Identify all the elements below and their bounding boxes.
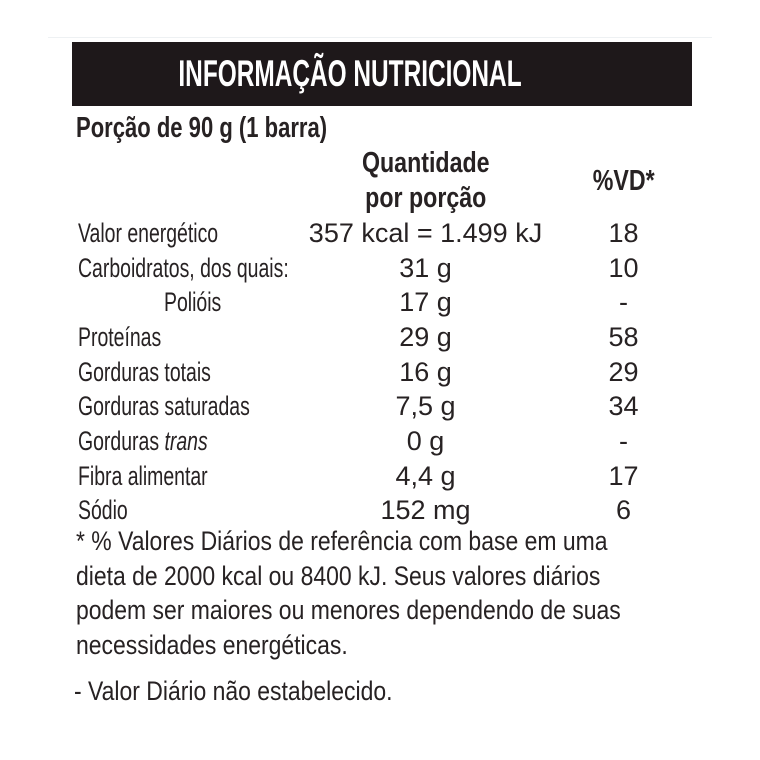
nutrient-name: Carboidratos, dos quais:: [78, 253, 289, 284]
nutrient-name-cell: Gorduras totais: [78, 355, 318, 390]
nutrient-name: Sódio: [78, 495, 128, 526]
serving-size-text: Porção de 90 g (1 barra): [76, 111, 328, 144]
nutrient-daily-value: -: [619, 425, 628, 456]
nutrient-quantity-cell: 7,5 g: [318, 389, 533, 424]
nutrient-name: Polióis: [164, 287, 221, 318]
nutrient-name: Gorduras totais: [78, 357, 211, 388]
nutrient-daily-value: -: [619, 287, 628, 318]
nutrition-table-rows: Valor energético 357 kcal = 1.499 kJ 18 Car…: [78, 216, 692, 528]
nutrient-name-main: Gorduras saturadas: [78, 391, 250, 422]
nutrient-daily-value-cell: 29: [533, 355, 692, 390]
nutrient-daily-value-cell: -: [533, 424, 692, 459]
nutrient-name: Fibra alimentar: [78, 461, 208, 492]
nutrient-name-cell: Carboidratos, dos quais:: [78, 251, 318, 286]
nutrient-name-cell: Valor energético: [78, 216, 318, 251]
nutrition-row: Gorduras saturadas 7,5 g 34: [78, 389, 692, 424]
nutrient-name-cell: Fibra alimentar: [78, 459, 318, 494]
nutrient-name-cell: Gorduras saturadas: [78, 389, 318, 424]
not-established-footnote: - Valor Diário não estabelecido.: [74, 676, 449, 707]
nutrient-quantity: 29 g: [399, 321, 452, 352]
nutrition-row: Gorduras trans 0 g -: [78, 424, 692, 459]
nutrition-row: Polióis 17 g -: [78, 285, 692, 320]
nutrition-header-bar: INFORMAÇÃO NUTRICIONAL: [72, 42, 692, 106]
nutrient-name-main: Sódio: [78, 495, 128, 526]
nutrient-quantity: 16 g: [399, 356, 452, 387]
daily-value-column-header: %VD*: [533, 146, 692, 216]
nutrient-name-cell: Polióis: [78, 285, 318, 320]
not-established-footnote-text: - Valor Diário não estabelecido.: [74, 676, 393, 706]
nutrient-quantity-cell: 4,4 g: [318, 459, 533, 494]
quantity-column-header-text: Quantidade por porção: [361, 147, 490, 214]
nutrient-quantity-cell: 17 g: [318, 285, 533, 320]
nutrient-name-main: Valor energético: [78, 217, 219, 248]
nutrition-row: Proteínas 29 g 58: [78, 320, 692, 355]
nutrient-quantity: 31 g: [399, 252, 452, 283]
nutrition-row: Fibra alimentar 4,4 g 17: [78, 459, 692, 494]
nutrient-daily-value: 34: [608, 391, 639, 422]
nutrient-quantity-cell: 29 g: [318, 320, 533, 355]
nutrient-name-italic: trans: [164, 425, 208, 456]
nutrient-daily-value-cell: -: [533, 285, 692, 320]
nutrient-name-cell: Proteínas: [78, 320, 318, 355]
nutrition-table: Quantidade por porção %VD* Valor energét…: [78, 146, 692, 528]
nutrient-name-main: Gorduras totais: [78, 356, 211, 387]
nutrient-quantity-cell: 31 g: [318, 251, 533, 286]
nutrient-daily-value: 17: [608, 460, 639, 491]
nutrient-name-main: Carboidratos, dos quais:: [78, 252, 289, 283]
nutrition-table-header: Quantidade por porção %VD*: [78, 146, 692, 216]
nutrient-quantity: 0 g: [406, 425, 445, 456]
nutrient-daily-value-cell: 6: [533, 494, 692, 529]
nutrition-row: Carboidratos, dos quais: 31 g 10: [78, 251, 692, 286]
nutrient-daily-value: 10: [608, 252, 639, 283]
nutrient-quantity-cell: 152 mg: [318, 494, 533, 529]
nutrient-daily-value: 6: [615, 495, 632, 526]
header-spacer-cell: [78, 146, 318, 216]
serving-size: Porção de 90 g (1 barra): [76, 112, 406, 144]
nutrient-name-main: Proteínas: [78, 321, 162, 352]
nutrient-quantity-cell: 16 g: [318, 355, 533, 390]
nutrient-name-main: Polióis: [164, 287, 222, 318]
nutrient-name-main: Gorduras: [78, 425, 165, 456]
nutrient-quantity: 357 kcal = 1.499 kJ: [308, 217, 543, 248]
nutrition-row: Sódio 152 mg 6: [78, 494, 692, 529]
daily-values-footnote: * % Valores Diários de referência com ba…: [76, 524, 717, 662]
nutrient-daily-value: 29: [608, 356, 639, 387]
nutrient-name-cell: Sódio: [78, 494, 318, 529]
nutrient-daily-value-cell: 34: [533, 389, 692, 424]
nutrient-daily-value: 18: [608, 217, 639, 248]
nutrient-daily-value: 58: [608, 321, 639, 352]
nutrient-name: Proteínas: [78, 322, 161, 353]
nutrient-name-cell: Gorduras trans: [78, 424, 318, 459]
top-hairline: [48, 37, 712, 38]
nutrient-quantity: 4,4 g: [395, 460, 456, 491]
nutrient-quantity: 152 mg: [380, 495, 471, 526]
nutrition-row: Gorduras totais 16 g 29: [78, 355, 692, 390]
daily-values-footnote-text: * % Valores Diários de referência com ba…: [76, 526, 621, 660]
nutrient-quantity: 17 g: [399, 287, 452, 318]
nutrient-daily-value-cell: 17: [533, 459, 692, 494]
nutrient-daily-value-cell: 58: [533, 320, 692, 355]
nutrient-name: Valor energético: [78, 218, 218, 249]
nutrient-name-main: Fibra alimentar: [78, 460, 208, 491]
nutrient-quantity-cell: 357 kcal = 1.499 kJ: [309, 216, 542, 251]
nutrient-name: Gorduras saturadas: [78, 391, 250, 422]
daily-value-column-header-text: %VD*: [592, 164, 655, 197]
nutrient-name: Gorduras trans: [78, 426, 208, 457]
nutrient-daily-value-cell: 10: [533, 251, 692, 286]
nutrient-daily-value-cell: 18: [533, 216, 692, 251]
nutrient-quantity-cell: 0 g: [318, 424, 533, 459]
quantity-column-header: Quantidade por porção: [318, 146, 533, 216]
nutrition-title: INFORMAÇÃO NUTRICIONAL: [178, 53, 522, 94]
nutrient-quantity: 7,5 g: [395, 391, 456, 422]
nutrition-row: Valor energético 357 kcal = 1.499 kJ 18: [78, 216, 692, 251]
